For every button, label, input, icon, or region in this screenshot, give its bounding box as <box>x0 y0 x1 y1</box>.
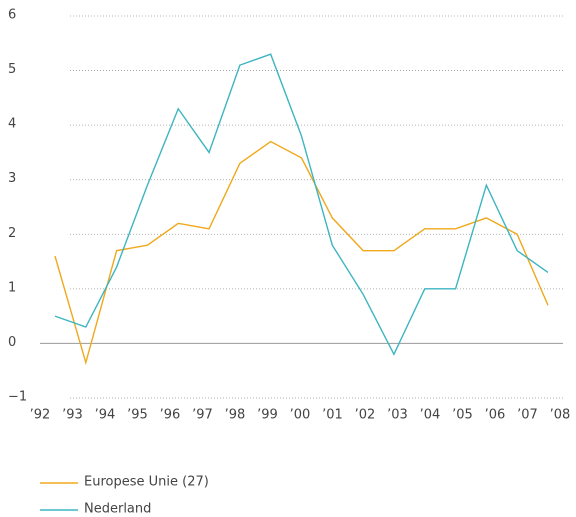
y-tick-label: 4 <box>8 117 16 132</box>
y-tick-label: 2 <box>8 226 16 241</box>
y-tick-label: −1 <box>8 390 27 405</box>
y-tick-label: 1 <box>8 280 16 295</box>
x-tick-label: ’01 <box>322 408 343 423</box>
series-line <box>54 140 549 366</box>
y-tick-label: 5 <box>8 62 16 77</box>
x-tick-label: ’07 <box>517 408 538 423</box>
legend-label: Nederland <box>84 502 151 517</box>
y-tick-label: 6 <box>8 8 16 23</box>
x-tick-label: ’97 <box>192 408 213 423</box>
series-line <box>54 53 549 356</box>
x-tick-label: ’02 <box>355 408 376 423</box>
y-tick-label: 0 <box>8 335 16 350</box>
x-tick-label: ’96 <box>160 408 181 423</box>
x-tick-label: ’94 <box>95 408 116 423</box>
x-tick-label: ’03 <box>387 408 408 423</box>
x-tick-label: ’92 <box>30 408 51 423</box>
x-tick-label: ’95 <box>127 408 148 423</box>
legend-label: Europese Unie (27) <box>84 475 209 490</box>
y-tick-label: 3 <box>8 171 16 186</box>
x-tick-label: ’00 <box>290 408 311 423</box>
x-tick-label: ’06 <box>485 408 506 423</box>
x-tick-label: ’05 <box>452 408 473 423</box>
x-tick-label: ’08 <box>550 408 571 423</box>
x-tick-label: ’98 <box>225 408 246 423</box>
x-tick-label: ’99 <box>257 408 278 423</box>
x-tick-label: ’04 <box>420 408 441 423</box>
x-tick-label: ’93 <box>62 408 83 423</box>
